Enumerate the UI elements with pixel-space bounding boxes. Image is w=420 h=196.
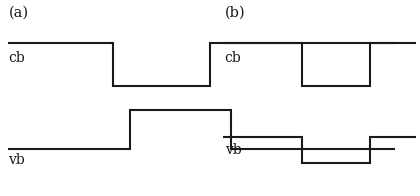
Text: (b): (b) <box>225 6 245 20</box>
Text: vb: vb <box>8 153 25 167</box>
Text: cb: cb <box>225 51 242 65</box>
Text: (a): (a) <box>8 6 29 20</box>
Text: cb: cb <box>8 51 25 65</box>
Text: vb: vb <box>225 143 242 157</box>
